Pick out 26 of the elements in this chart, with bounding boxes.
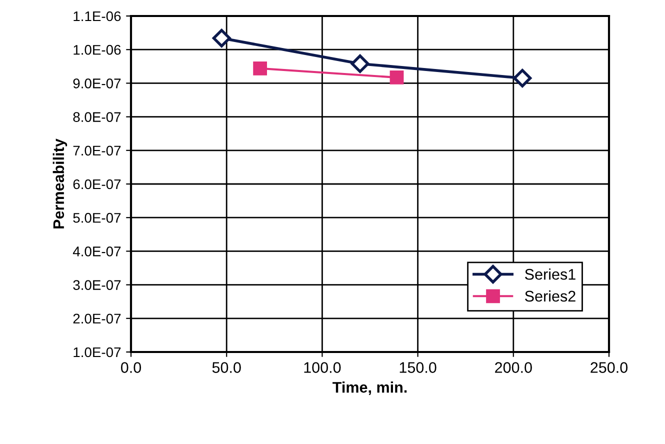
legend-label: Series2: [525, 290, 576, 302]
x-tick-label: 250.0: [590, 362, 628, 373]
x-tick-label: 50.0: [212, 362, 241, 373]
y-tick-label: 8.0E-07: [73, 112, 121, 122]
legend-label: Series1: [525, 268, 576, 280]
y-tick-label: 5.0E-07: [73, 212, 121, 223]
x-tick-label: 0.0: [120, 362, 142, 373]
point: [212, 28, 231, 48]
y-tick-label: 3.0E-07: [73, 280, 121, 290]
x-axis-title: Time, min.: [332, 382, 407, 395]
y-tick-label: 1.0E-06: [74, 44, 121, 55]
point: [390, 70, 404, 84]
y-tick-label: 1.1E-06: [74, 11, 121, 22]
point: [253, 61, 268, 76]
y-axis-title: Permeability: [52, 138, 68, 228]
y-tick-label: 9.0E-07: [73, 78, 121, 88]
y-tick-label: 6.0E-07: [73, 179, 121, 190]
x-tick-label: 150.0: [400, 362, 436, 373]
y-tick-label: 4.0E-07: [72, 246, 121, 256]
y-tick-label: 7.0E-07: [73, 146, 121, 156]
point: [513, 68, 532, 88]
x-tick-label: 100.0: [304, 362, 341, 373]
x-tick-label: 200.0: [495, 362, 532, 373]
y-tick-label: 2.0E-07: [73, 314, 121, 324]
point: [350, 54, 370, 73]
y-tick-label: 1.0E-07: [74, 347, 121, 358]
